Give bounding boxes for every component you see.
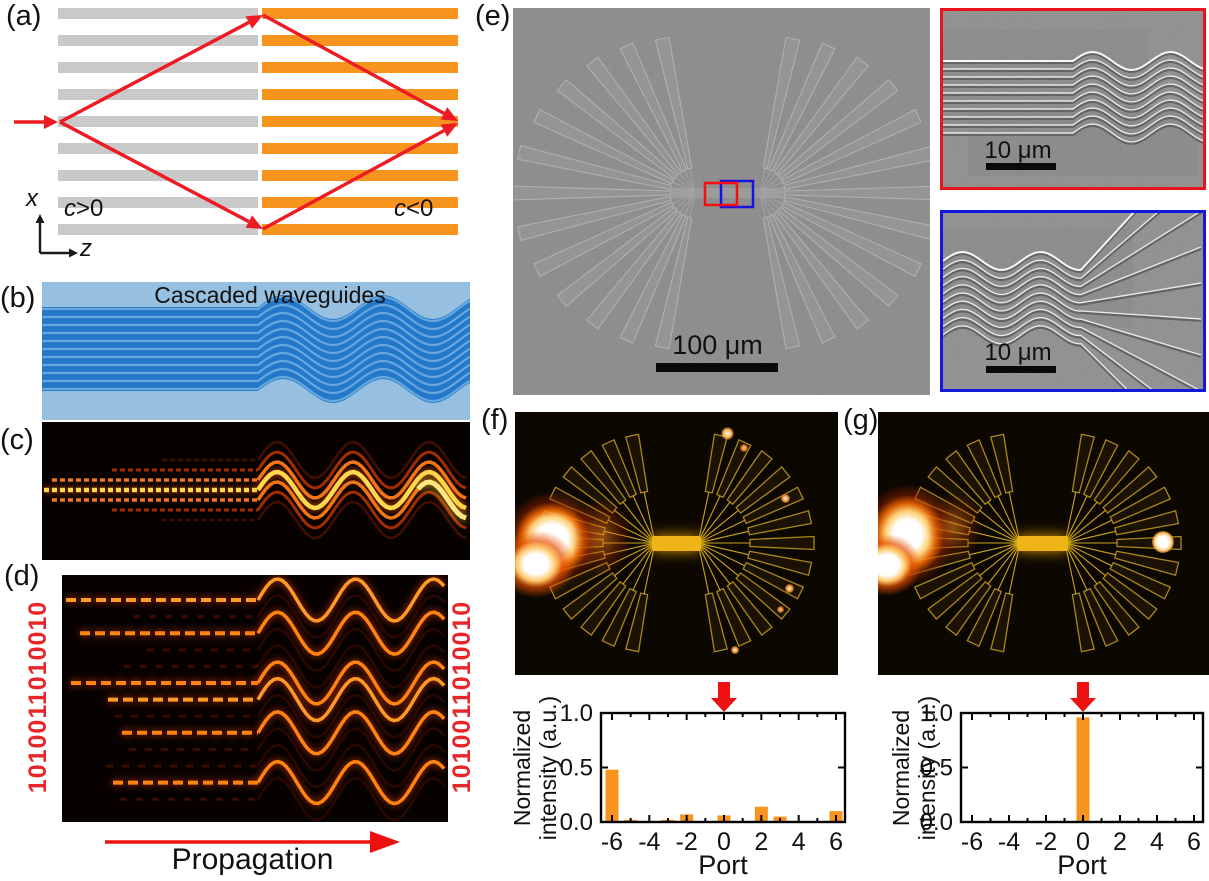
chart-g-xlabel: Port (1057, 850, 1107, 880)
svg-text:4: 4 (1150, 828, 1164, 856)
sem-scalebar-label: 100 μm (672, 330, 763, 360)
optical-fan-g (903, 433, 1182, 653)
svg-text:-2: -2 (1035, 828, 1057, 856)
stray-light-dot (721, 427, 734, 440)
intensity-chart-g: -6 -4 -2 0 2 4 6 0.0 0.5 1.0 (920, 682, 1205, 856)
chart-f-xlabel: Port (698, 850, 748, 880)
svg-text:-4: -4 (998, 828, 1020, 856)
svg-text:1.0: 1.0 (560, 700, 593, 727)
panel-g-label: (g) (843, 404, 879, 436)
svg-text:0.5: 0.5 (560, 755, 593, 782)
sem-overview-image (513, 8, 930, 395)
svg-text:4: 4 (792, 828, 806, 856)
svg-text:2: 2 (1113, 828, 1127, 856)
svg-text:-6: -6 (961, 828, 983, 856)
binary-propagation-image (62, 575, 448, 822)
input-light-tail (926, 492, 982, 562)
svg-text:0: 0 (1076, 828, 1090, 856)
output-port0-spot (1152, 531, 1174, 553)
panel-b-label: (b) (0, 282, 36, 314)
axis-z-label: z (80, 235, 92, 262)
c-symbol: c (394, 195, 406, 222)
stray-light-dot (731, 646, 739, 654)
coupling-lattice-diagram (14, 8, 458, 258)
svg-text:-4: -4 (638, 828, 660, 856)
sem-inset-red (940, 8, 1206, 190)
stray-light-dot (740, 444, 748, 452)
panel-a-label: (a) (6, 0, 42, 32)
inset-red-scalebar (986, 163, 1056, 170)
chart-f-ylabel: Normalized intensity (a.u.) (509, 695, 561, 841)
stray-light-dot (781, 494, 790, 503)
propagation-arrow (105, 831, 400, 853)
stray-light-dot (777, 606, 784, 613)
waveguide-schematic-image (42, 282, 470, 420)
svg-text:6: 6 (1187, 828, 1201, 856)
sem-inset-blue-waveguides (943, 213, 1203, 389)
stray-light-dot (785, 584, 794, 593)
inset-red-scalebar-label: 10 μm (984, 137, 1052, 164)
svg-text:6: 6 (829, 828, 843, 856)
axis-x-label: x (26, 185, 38, 212)
svg-text:-2: -2 (676, 828, 698, 856)
inset-blue-scalebar-label: 10 μm (984, 339, 1052, 366)
svg-text:0: 0 (717, 828, 731, 856)
binary-beam-traces (66, 577, 446, 822)
input-light-tail (571, 498, 633, 576)
optical-image-f (515, 412, 838, 675)
svg-text:0.0: 0.0 (920, 809, 953, 836)
svg-text:-6: -6 (601, 828, 623, 856)
simulated-beam-traces (44, 440, 467, 540)
sem-fan-structure (513, 8, 930, 395)
c-symbol: c (64, 195, 76, 222)
inset-blue-scalebar (986, 366, 1056, 373)
panel-f-label: (f) (481, 404, 509, 436)
sem-scalebar (656, 363, 778, 372)
chart-g-ylabel: Normalized intensity (a.u.) (888, 695, 940, 841)
svg-text:1.0: 1.0 (920, 700, 953, 727)
panel-e-label: (e) (475, 0, 511, 32)
sem-inset-blue (940, 210, 1206, 392)
panel-d-label: (d) (4, 560, 40, 592)
svg-text:2: 2 (754, 828, 768, 856)
waveguide-schematic-drawing (42, 295, 470, 403)
region-c-positive-label: c>0 (64, 195, 104, 222)
region-c-negative-label: c<0 (394, 195, 434, 222)
sem-inset-red-waveguides (943, 11, 1203, 187)
svg-text:0.0: 0.0 (560, 809, 593, 836)
panel-c-label: (c) (0, 424, 34, 456)
simulated-propagation-image (42, 422, 470, 560)
intensity-chart-f: -6 -4 -2 0 2 4 6 0.0 0.5 1.0 (560, 682, 847, 856)
cascaded-waveguides-title: Cascaded waveguides (154, 282, 386, 308)
optical-image-g (878, 412, 1209, 675)
input-light-blob-2 (515, 530, 575, 598)
binary-code-left: 1010011010010 (24, 600, 52, 794)
svg-text:0.5: 0.5 (920, 755, 953, 782)
propagation-label: Propagation (171, 843, 334, 876)
